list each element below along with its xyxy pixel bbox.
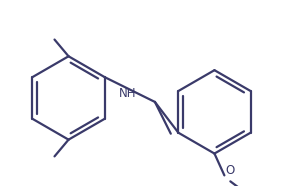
- Text: O: O: [225, 164, 235, 177]
- Text: NH: NH: [119, 87, 137, 99]
